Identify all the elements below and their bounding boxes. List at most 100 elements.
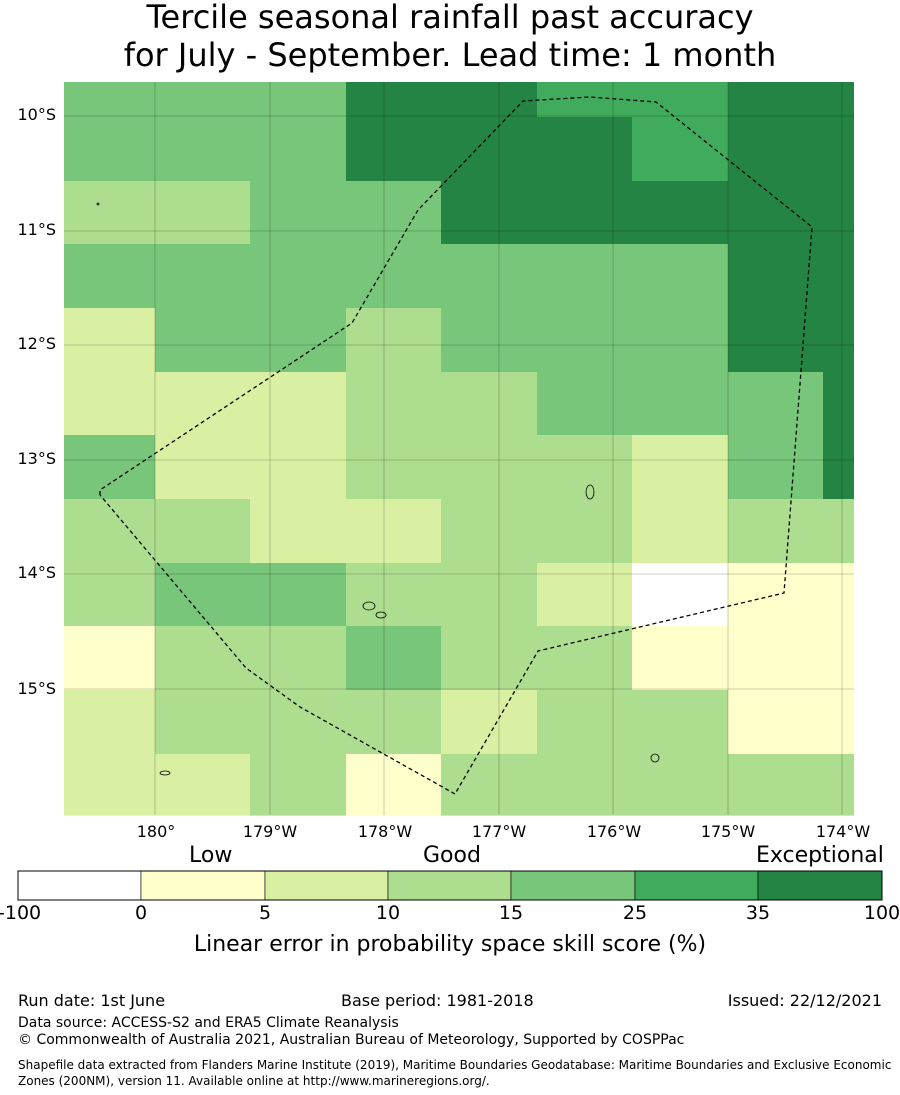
colorbar-segments xyxy=(17,870,883,901)
grid-cell xyxy=(64,499,156,564)
shapefile-credit-line1: Shapefile data extracted from Flanders M… xyxy=(18,1058,892,1072)
grid-cell xyxy=(632,244,729,309)
legend-low-label: Low xyxy=(189,843,233,868)
grid-cell xyxy=(632,117,729,182)
grid-cell xyxy=(155,754,251,816)
grid-cell xyxy=(632,181,729,245)
eez-boundary xyxy=(99,96,813,795)
grid-cell xyxy=(155,435,251,500)
grid-cell xyxy=(728,244,824,309)
grid-cell xyxy=(537,563,633,627)
map-title-line1: Tercile seasonal rainfall past accuracy xyxy=(146,0,754,36)
island-outline xyxy=(650,753,660,763)
grid-cell xyxy=(728,435,824,500)
lat-tick-14s: 14°S xyxy=(17,563,56,582)
grid-cell xyxy=(537,372,633,436)
grid-cell xyxy=(250,499,347,564)
grid-cell xyxy=(346,308,442,373)
grid-cell xyxy=(64,308,156,373)
grid-cell xyxy=(537,181,633,245)
graticule xyxy=(64,82,854,815)
grid-cell xyxy=(823,181,854,245)
grid-cell xyxy=(250,181,347,245)
grid-cell xyxy=(155,117,251,182)
lon-tick-177w: 177°W xyxy=(471,822,527,841)
grid-cell xyxy=(441,690,538,755)
grid-cell xyxy=(441,563,538,627)
grid-cell xyxy=(441,372,538,436)
grid-cell xyxy=(64,754,156,816)
lon-tick-174w: 174°W xyxy=(815,822,871,841)
map-title-line2: for July - September. Lead time: 1 month xyxy=(123,36,777,74)
colorbar-tick-35: 35 xyxy=(745,902,771,924)
lon-tick-176w: 176°W xyxy=(586,822,642,841)
grid-cell xyxy=(64,626,156,691)
grid-cell xyxy=(155,181,251,245)
colorbar-segment xyxy=(510,870,636,901)
colorbar-segment xyxy=(757,870,883,901)
grid-cell xyxy=(250,82,347,118)
grid-cell xyxy=(441,244,538,309)
grid-cell xyxy=(64,372,156,436)
lon-tick-180: 180° xyxy=(136,822,176,841)
grid-cell xyxy=(250,372,347,436)
grid-cell xyxy=(441,754,538,816)
grid-cell xyxy=(346,372,442,436)
lat-tick-11s: 11°S xyxy=(17,220,56,239)
grid-cell xyxy=(64,117,156,182)
grid-cell xyxy=(823,563,854,627)
colorbar-segment xyxy=(634,870,759,901)
grid-cell xyxy=(250,690,347,755)
colorbar-tick-100: 100 xyxy=(863,902,900,924)
grid-cell xyxy=(823,372,854,436)
islands xyxy=(96,202,660,776)
grid-cell xyxy=(823,626,854,691)
grid-cell xyxy=(155,372,251,436)
lon-tick-178w: 178°W xyxy=(357,822,413,841)
colorbar-tick-5: 5 xyxy=(258,902,272,924)
grid-cell xyxy=(728,82,824,118)
shapefile-credit-line2: Zones (200NM), version 11. Available onl… xyxy=(18,1074,490,1088)
island-outline xyxy=(375,611,387,619)
grid-cell xyxy=(250,244,347,309)
grid-cell xyxy=(346,181,442,245)
grid-cell xyxy=(346,499,442,564)
grid-cell xyxy=(64,435,156,500)
grid-cell xyxy=(155,690,251,755)
legend-exceptional-label: Exceptional xyxy=(756,843,884,868)
grid-cell xyxy=(728,308,824,373)
grid-cell xyxy=(441,626,538,691)
grid-cell xyxy=(250,626,347,691)
grid-cell xyxy=(823,308,854,373)
grid-cell xyxy=(346,82,442,118)
grid-cell xyxy=(728,499,824,564)
grid-cell xyxy=(823,499,854,564)
grid-cell xyxy=(64,563,156,627)
grid-cell xyxy=(441,308,538,373)
colorbar-title: Linear error in probability space skill … xyxy=(193,932,707,957)
data-source: Data source: ACCESS-S2 and ERA5 Climate … xyxy=(18,1015,399,1031)
island-outline xyxy=(585,484,595,500)
grid-cell xyxy=(441,499,538,564)
colorbar-tick-10: 10 xyxy=(375,902,401,924)
colorbar-tick-m100: -100 xyxy=(0,902,42,924)
grid-cell xyxy=(823,754,854,816)
grid-cell xyxy=(728,372,824,436)
grid-cell xyxy=(250,435,347,500)
grid-cell xyxy=(632,82,729,118)
grid-cell xyxy=(155,626,251,691)
grid-cell xyxy=(632,499,729,564)
grid-cell xyxy=(537,626,633,691)
grid-cell xyxy=(346,563,442,627)
island-outline xyxy=(159,770,171,776)
grid-cell xyxy=(823,244,854,309)
grid-cell xyxy=(537,690,633,755)
grid-cell xyxy=(64,82,156,118)
grid-cell xyxy=(346,690,442,755)
grid-cell xyxy=(632,563,729,627)
colorbar-segment xyxy=(140,870,266,901)
grid-cell xyxy=(632,626,729,691)
skill-grid xyxy=(64,82,854,816)
grid-cell xyxy=(728,754,824,816)
grid-cell xyxy=(728,626,824,691)
